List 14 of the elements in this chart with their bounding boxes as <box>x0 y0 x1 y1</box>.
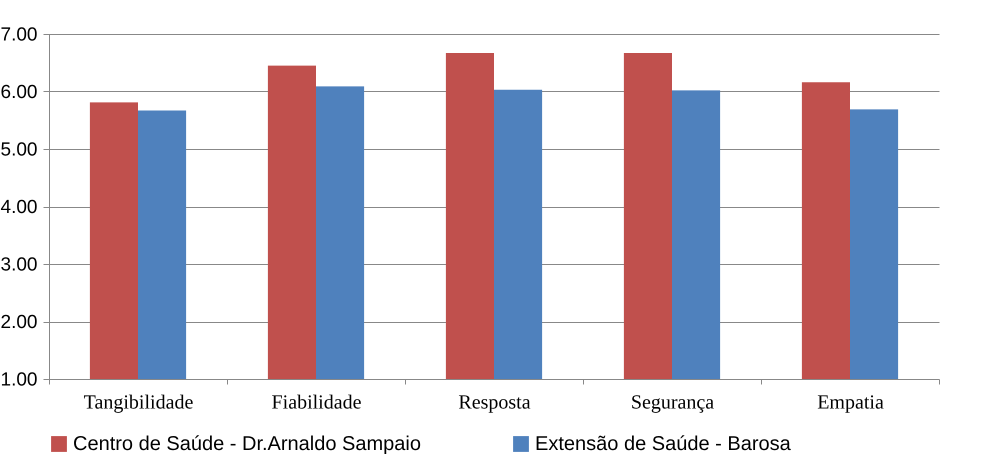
legend-label: Centro de Saúde - Dr.Arnaldo Sampaio <box>73 433 421 455</box>
x-tick-label: Segurança <box>630 392 714 414</box>
y-tick-label: 4.00 <box>0 197 38 218</box>
x-tick-label: Tangibilidade <box>84 392 194 414</box>
y-tick-label: 7.00 <box>0 24 38 46</box>
y-tick-label: 6.00 <box>0 82 38 103</box>
legend-label: Extensão de Saúde - Barosa <box>535 433 792 455</box>
x-tick-label: Fiabilidade <box>272 392 362 414</box>
y-tick-label: 2.00 <box>0 312 38 333</box>
x-tick-label: Resposta <box>458 392 531 414</box>
y-tick-label: 5.00 <box>0 140 38 160</box>
y-tick-label: 3.00 <box>0 254 38 276</box>
y-tick-label: 1.00 <box>0 370 38 390</box>
x-tick-label: Empatia <box>817 392 884 414</box>
